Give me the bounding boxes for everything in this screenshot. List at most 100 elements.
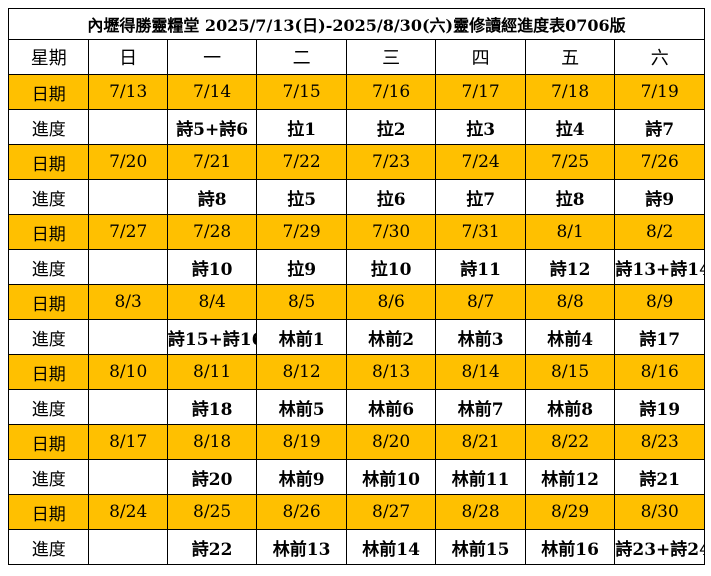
date-cell-mon[interactable]: 7/28 — [166, 214, 258, 250]
progress-cell-tue[interactable]: 拉9 — [256, 249, 347, 285]
weekday-sun[interactable]: 日 — [88, 39, 168, 75]
date-cell-wed[interactable]: 8/27 — [345, 494, 437, 530]
progress-row-label[interactable]: 進度 — [7, 179, 90, 215]
date-cell-sun[interactable]: 8/17 — [88, 424, 168, 460]
date-cell-wed[interactable]: 7/16 — [345, 74, 437, 110]
progress-cell-sat[interactable]: 詩21 — [614, 459, 705, 495]
weekday-sat[interactable]: 六 — [614, 39, 705, 75]
progress-cell-fri[interactable]: 林前8 — [524, 389, 616, 425]
progress-cell-mon[interactable]: 詩5+詩6 — [166, 109, 258, 145]
date-cell-sat[interactable]: 7/19 — [614, 74, 705, 110]
progress-cell-thu[interactable]: 拉3 — [435, 109, 526, 145]
date-cell-tue[interactable]: 8/19 — [256, 424, 347, 460]
progress-cell-mon[interactable]: 詩22 — [166, 529, 258, 565]
date-cell-thu[interactable]: 8/21 — [435, 424, 526, 460]
progress-row-label[interactable]: 進度 — [7, 459, 90, 495]
date-cell-wed[interactable]: 7/23 — [345, 144, 437, 180]
date-cell-fri[interactable]: 8/29 — [524, 494, 616, 530]
date-row-label[interactable]: 日期 — [7, 354, 90, 390]
date-cell-wed[interactable]: 8/20 — [345, 424, 437, 460]
date-cell-wed[interactable]: 8/6 — [345, 284, 437, 320]
date-row-label[interactable]: 日期 — [7, 284, 90, 320]
progress-cell-wed[interactable]: 拉2 — [345, 109, 437, 145]
weekday-mon[interactable]: 一 — [166, 39, 258, 75]
date-cell-thu[interactable]: 8/7 — [435, 284, 526, 320]
weekday-fri[interactable]: 五 — [524, 39, 616, 75]
progress-row-label[interactable]: 進度 — [7, 319, 90, 355]
progress-cell-tue[interactable]: 林前1 — [256, 319, 347, 355]
date-cell-wed[interactable]: 8/13 — [345, 354, 437, 390]
date-cell-sun[interactable]: 7/27 — [88, 214, 168, 250]
progress-cell-wed[interactable]: 林前14 — [345, 529, 437, 565]
date-cell-sat[interactable]: 8/30 — [614, 494, 705, 530]
progress-cell-fri[interactable]: 拉8 — [524, 179, 616, 215]
date-cell-fri[interactable]: 8/1 — [524, 214, 616, 250]
date-cell-sat[interactable]: 8/9 — [614, 284, 705, 320]
date-row-label[interactable]: 日期 — [7, 74, 90, 110]
progress-cell-wed[interactable]: 拉6 — [345, 179, 437, 215]
date-row-label[interactable]: 日期 — [7, 144, 90, 180]
progress-cell-tue[interactable]: 林前9 — [256, 459, 347, 495]
progress-cell-sat[interactable]: 詩7 — [614, 109, 705, 145]
progress-cell-sun[interactable] — [88, 389, 168, 425]
date-cell-sun[interactable]: 8/24 — [88, 494, 168, 530]
date-cell-fri[interactable]: 8/22 — [524, 424, 616, 460]
date-cell-tue[interactable]: 8/5 — [256, 284, 347, 320]
date-cell-sun[interactable]: 8/3 — [88, 284, 168, 320]
date-row-label[interactable]: 日期 — [7, 214, 90, 250]
weekday-tue[interactable]: 二 — [256, 39, 347, 75]
date-cell-thu[interactable]: 7/17 — [435, 74, 526, 110]
date-cell-mon[interactable]: 7/21 — [166, 144, 258, 180]
progress-cell-sun[interactable] — [88, 249, 168, 285]
progress-cell-mon[interactable]: 詩15+詩16 — [166, 319, 258, 355]
date-cell-thu[interactable]: 7/24 — [435, 144, 526, 180]
date-cell-fri[interactable]: 8/8 — [524, 284, 616, 320]
progress-cell-wed[interactable]: 林前2 — [345, 319, 437, 355]
progress-cell-wed[interactable]: 林前10 — [345, 459, 437, 495]
progress-cell-fri[interactable]: 拉4 — [524, 109, 616, 145]
progress-cell-sat[interactable]: 詩13+詩14 — [614, 249, 705, 285]
progress-cell-sat[interactable]: 詩23+詩24 — [614, 529, 705, 565]
date-cell-wed[interactable]: 7/30 — [345, 214, 437, 250]
date-cell-mon[interactable]: 8/18 — [166, 424, 258, 460]
progress-cell-tue[interactable]: 林前5 — [256, 389, 347, 425]
progress-cell-mon[interactable]: 詩18 — [166, 389, 258, 425]
date-cell-mon[interactable]: 8/4 — [166, 284, 258, 320]
progress-cell-thu[interactable]: 林前11 — [435, 459, 526, 495]
progress-cell-mon[interactable]: 詩10 — [166, 249, 258, 285]
progress-row-label[interactable]: 進度 — [7, 389, 90, 425]
date-cell-fri[interactable]: 7/25 — [524, 144, 616, 180]
date-cell-fri[interactable]: 8/15 — [524, 354, 616, 390]
progress-cell-thu[interactable]: 拉7 — [435, 179, 526, 215]
progress-cell-tue[interactable]: 拉5 — [256, 179, 347, 215]
date-cell-mon[interactable]: 8/11 — [166, 354, 258, 390]
progress-cell-sat[interactable]: 詩19 — [614, 389, 705, 425]
progress-cell-sat[interactable]: 詩17 — [614, 319, 705, 355]
date-cell-sun[interactable]: 7/13 — [88, 74, 168, 110]
progress-cell-fri[interactable]: 詩12 — [524, 249, 616, 285]
date-cell-fri[interactable]: 7/18 — [524, 74, 616, 110]
progress-cell-sun[interactable] — [88, 319, 168, 355]
weekday-wed[interactable]: 三 — [345, 39, 437, 75]
date-cell-tue[interactable]: 7/22 — [256, 144, 347, 180]
progress-cell-tue[interactable]: 拉1 — [256, 109, 347, 145]
date-cell-tue[interactable]: 7/29 — [256, 214, 347, 250]
progress-cell-sun[interactable] — [88, 109, 168, 145]
table-title[interactable]: 內壢得勝靈糧堂 2025/7/13(日)-2025/8/30(六)靈修讀經進度表… — [8, 8, 705, 40]
progress-cell-thu[interactable]: 林前3 — [435, 319, 526, 355]
date-cell-sat[interactable]: 7/26 — [614, 144, 705, 180]
progress-cell-mon[interactable]: 詩20 — [166, 459, 258, 495]
progress-row-label[interactable]: 進度 — [7, 249, 90, 285]
date-cell-thu[interactable]: 7/31 — [435, 214, 526, 250]
date-cell-tue[interactable]: 8/12 — [256, 354, 347, 390]
progress-cell-thu[interactable]: 林前7 — [435, 389, 526, 425]
date-cell-sat[interactable]: 8/16 — [614, 354, 705, 390]
progress-cell-fri[interactable]: 林前16 — [524, 529, 616, 565]
progress-cell-sun[interactable] — [88, 459, 168, 495]
date-cell-mon[interactable]: 8/25 — [166, 494, 258, 530]
progress-cell-sat[interactable]: 詩9 — [614, 179, 705, 215]
date-cell-thu[interactable]: 8/14 — [435, 354, 526, 390]
progress-cell-tue[interactable]: 林前13 — [256, 529, 347, 565]
weekday-thu[interactable]: 四 — [435, 39, 526, 75]
date-row-label[interactable]: 日期 — [7, 494, 90, 530]
